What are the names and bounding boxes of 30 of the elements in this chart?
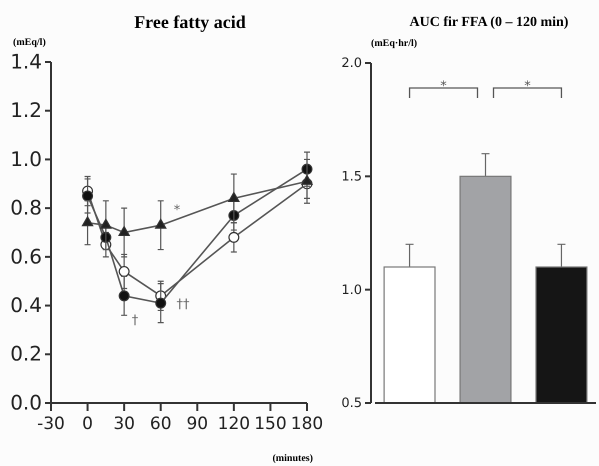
x-tick-label: 150 <box>254 414 287 434</box>
x-tick-label: 120 <box>218 414 250 434</box>
x-tick-label: -30 <box>37 414 65 434</box>
y-tick-label: 0.6 <box>10 244 42 268</box>
y-tick-label: 0.5 <box>341 396 362 412</box>
x-tick-label: 90 <box>186 414 208 434</box>
chart-title: Free fatty acid <box>134 12 246 32</box>
y-axis-title: (mEq·hr/l) <box>371 38 418 49</box>
x-tick-label: 60 <box>150 414 172 434</box>
y-tick-label: 2.0 <box>341 56 362 72</box>
annotation: * <box>174 203 181 218</box>
chart-title: AUC fir FFA (0 – 120 min) <box>410 15 569 30</box>
y-tick-label: 0.0 <box>10 390 42 414</box>
y-tick-label: 1.5 <box>341 169 362 184</box>
y-tick-label: 1.0 <box>341 282 362 298</box>
y-tick-label: 0.2 <box>10 342 42 366</box>
x-tick-label: 0 <box>82 414 93 434</box>
annotation: * <box>524 79 532 94</box>
x-tick-label: 180 <box>290 414 324 434</box>
y-tick-label: 1.2 <box>10 98 42 122</box>
y-tick-label: 1.4 <box>10 49 42 74</box>
y-tick-label: 1.0 <box>10 146 42 171</box>
y-tick-label: 0.4 <box>10 292 42 317</box>
x-tick-label: 30 <box>113 414 135 434</box>
annotation: † <box>132 313 139 328</box>
annotation: †† <box>176 297 190 312</box>
x-axis-title: (minutes) <box>272 453 313 464</box>
y-tick-label: 0.8 <box>10 196 42 220</box>
y-axis-title: (mEq/l) <box>13 37 46 48</box>
annotation: * <box>440 79 448 94</box>
